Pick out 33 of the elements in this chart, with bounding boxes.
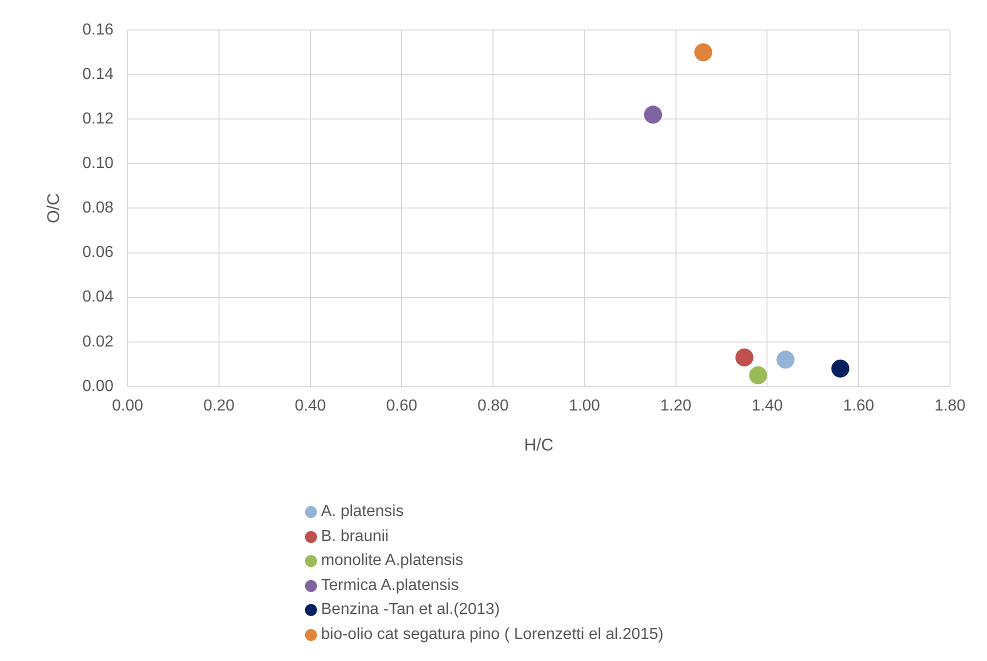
- legend-label: A. platensis: [321, 503, 404, 522]
- x-tick-label: 0.20: [203, 397, 235, 414]
- point: [694, 43, 712, 62]
- y-tick-label: 0.14: [82, 66, 114, 83]
- x-tick-label: 0.00: [112, 397, 144, 414]
- y-axis-title: O/C: [44, 193, 63, 224]
- y-tick-label: 0.10: [82, 155, 114, 172]
- legend-label: Benzina -Tan et al.(2013): [321, 601, 500, 620]
- y-tick-label: 0.16: [82, 21, 114, 38]
- point: [776, 350, 795, 369]
- x-tick-label: 1.80: [934, 397, 966, 414]
- x-tick-label: 0.60: [386, 397, 418, 414]
- legend-label: monolite A.platensis: [321, 552, 464, 570]
- legend-label: B. braunii: [321, 528, 389, 546]
- x-tick-label: 0.80: [478, 397, 509, 414]
- x-tick-label: 1.40: [752, 397, 783, 414]
- point: [644, 106, 662, 124]
- x-tick-label: 1.00: [568, 397, 600, 414]
- x-tick-label: 1.20: [660, 397, 692, 414]
- legend-label: bio-olio cat segatura pino ( Lorenzetti el al.2015): [321, 626, 664, 644]
- legend-label: Termica A.platensis: [321, 576, 459, 595]
- point: [831, 360, 850, 378]
- y-tick-label: 0.08: [82, 200, 114, 217]
- y-tick-label: 0.12: [82, 110, 114, 128]
- point: [749, 366, 768, 384]
- y-tick-label: 0.04: [82, 288, 114, 306]
- y-tick-label: 0.00: [82, 378, 114, 395]
- y-tick-label: 0.06: [82, 244, 114, 262]
- point: [735, 348, 754, 366]
- x-tick-label: 0.40: [294, 397, 326, 414]
- x-axis-title: H/C: [524, 435, 554, 454]
- y-tick-label: 0.02: [82, 333, 114, 350]
- x-tick-label: 1.60: [843, 397, 874, 414]
